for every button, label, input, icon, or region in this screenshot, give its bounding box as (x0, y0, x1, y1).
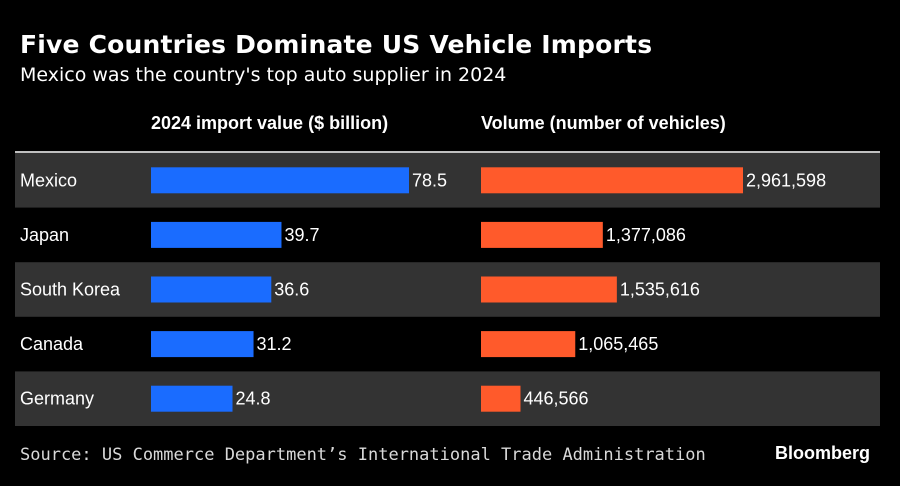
value-bar (151, 331, 254, 358)
category-label: Germany (20, 389, 94, 409)
volume-data-label: 1,535,616 (620, 280, 700, 300)
source-note: Source: US Commerce Department’s Interna… (20, 445, 706, 465)
value-data-label: 39.7 (284, 225, 319, 245)
value-data-label: 36.6 (274, 280, 309, 300)
volume-column-header: Volume (number of vehicles) (481, 113, 726, 133)
chart-subtitle: Mexico was the country's top auto suppli… (20, 64, 507, 86)
volume-data-label: 1,377,086 (606, 225, 686, 245)
volume-bar (481, 167, 743, 194)
bloomberg-logo: Bloomberg (774, 443, 870, 463)
value-column-header: 2024 import value ($ billion) (151, 113, 389, 133)
chart-title: Five Countries Dominate US Vehicle Impor… (20, 30, 653, 59)
category-label: Mexico (20, 170, 77, 190)
volume-data-label: 1,065,465 (578, 334, 658, 354)
volume-bar (481, 221, 603, 248)
row-band (15, 371, 880, 426)
value-data-label: 78.5 (412, 170, 447, 190)
volume-bar (481, 276, 617, 303)
value-data-label: 31.2 (257, 334, 292, 354)
volume-data-label: 446,566 (524, 389, 589, 409)
volume-bar (481, 331, 576, 358)
row-band (15, 262, 880, 317)
volume-bar (481, 385, 521, 412)
category-label: South Korea (20, 280, 121, 300)
category-label: Canada (20, 334, 84, 354)
value-bar (151, 276, 272, 303)
value-data-label: 24.8 (236, 389, 271, 409)
category-label: Japan (20, 225, 69, 245)
value-bar (151, 385, 233, 412)
value-bar (151, 167, 409, 194)
value-bar (151, 221, 282, 248)
volume-data-label: 2,961,598 (746, 170, 826, 190)
